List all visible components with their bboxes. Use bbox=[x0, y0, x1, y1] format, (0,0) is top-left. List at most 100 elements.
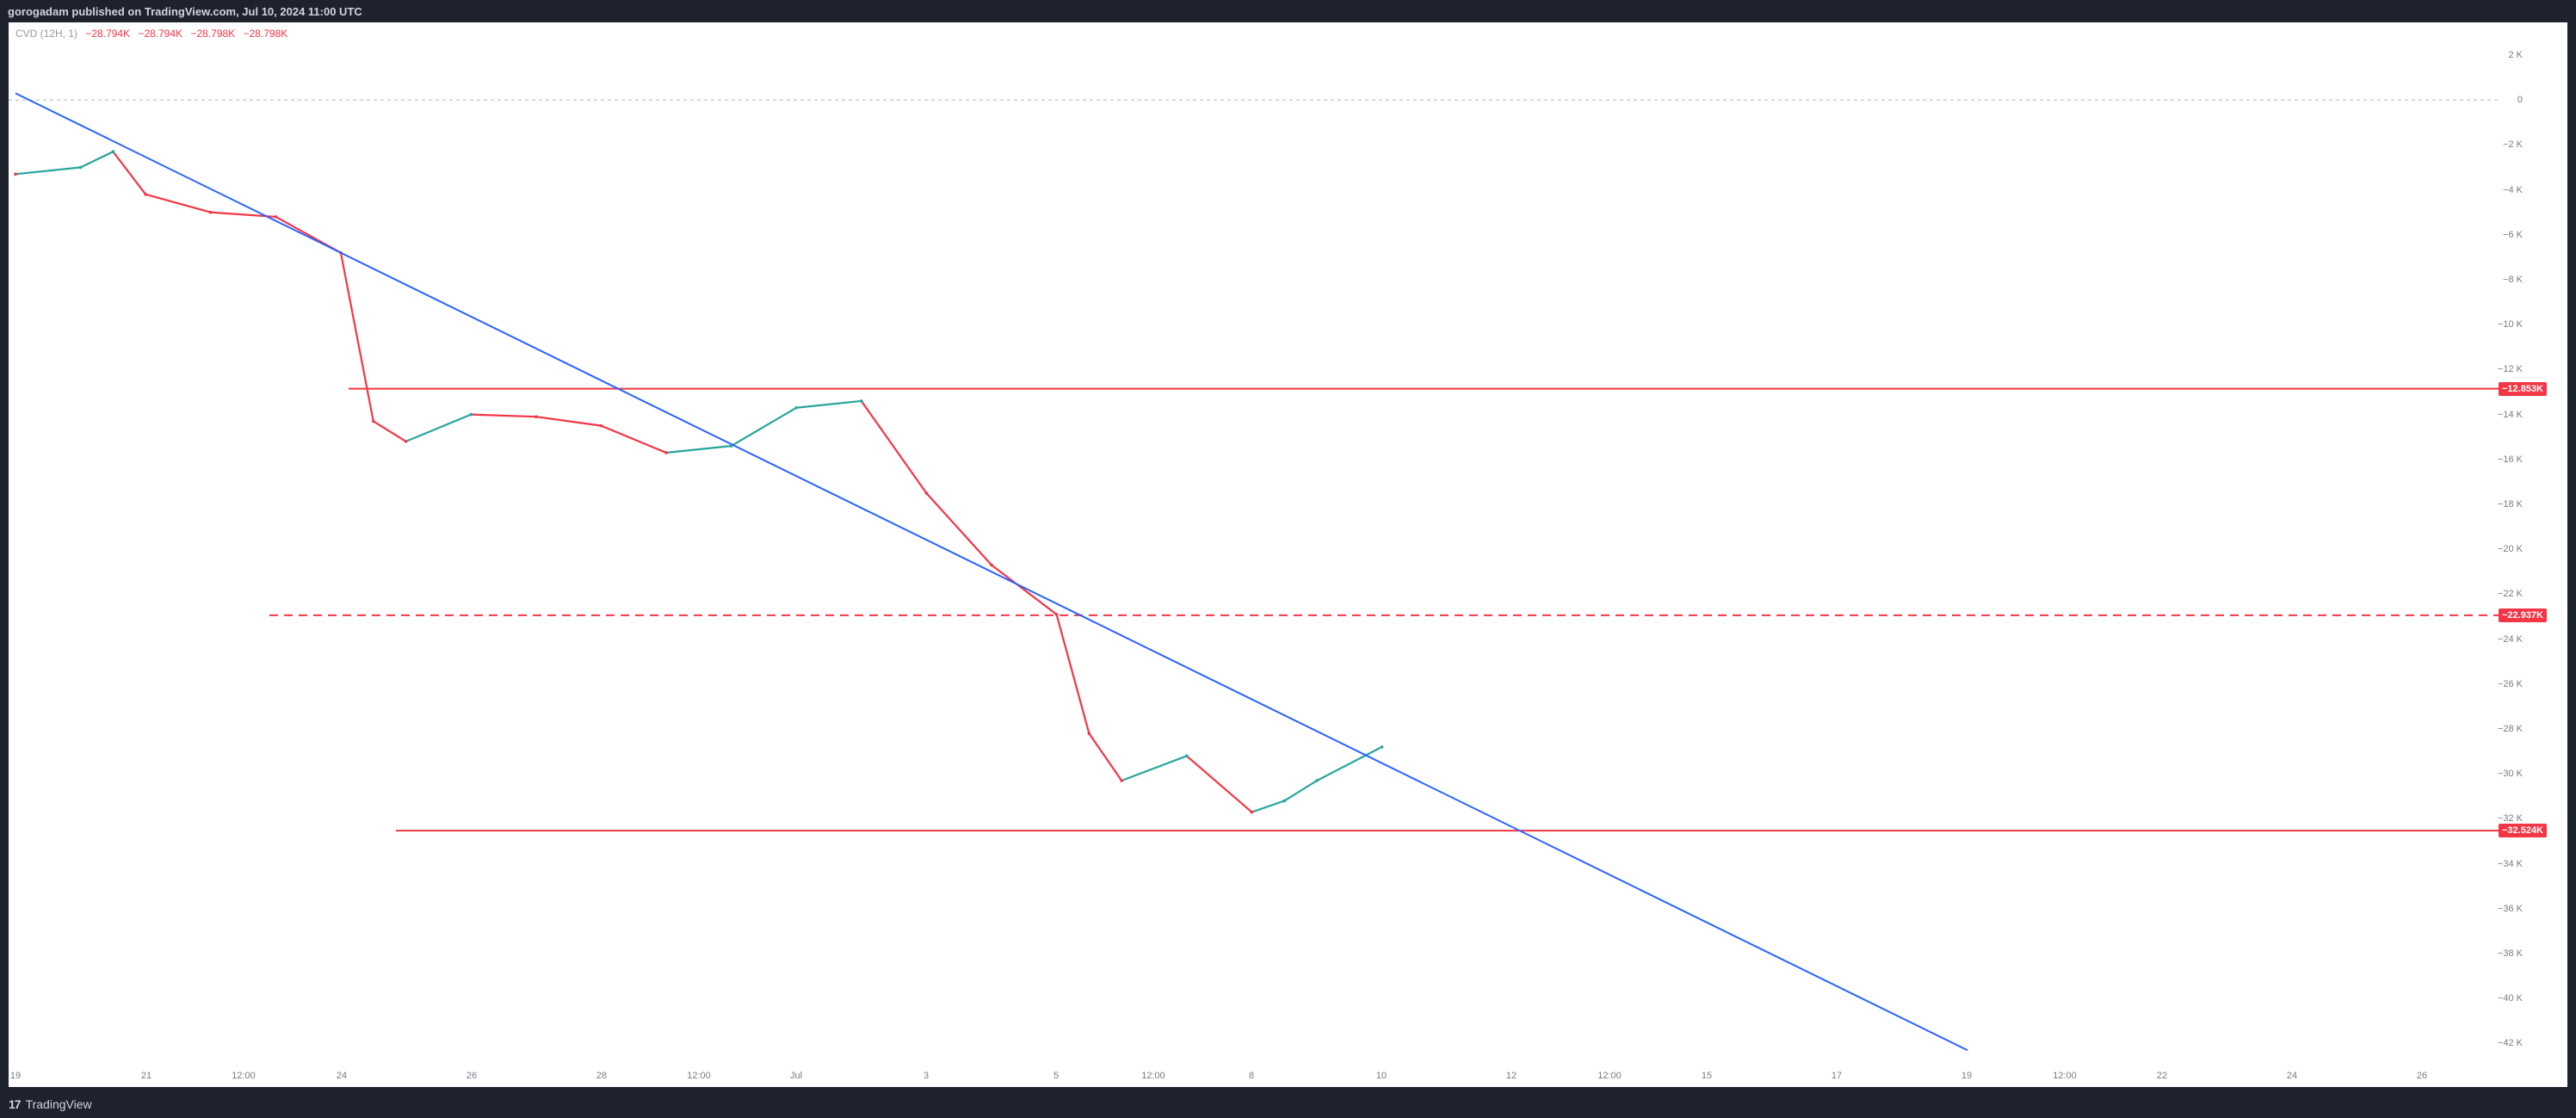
trendline bbox=[15, 92, 1968, 1052]
cvd-point bbox=[1282, 799, 1286, 803]
cvd-segment bbox=[373, 420, 407, 442]
y-tick-label: −38 K bbox=[2497, 948, 2523, 959]
y-tick-label: 2 K bbox=[2508, 50, 2523, 60]
cvd-segment bbox=[145, 193, 212, 213]
cvd-segment bbox=[1316, 745, 1383, 782]
cvd-segment bbox=[15, 166, 81, 176]
cvd-point bbox=[1087, 732, 1091, 736]
x-tick-label: 12:00 bbox=[1141, 1071, 1165, 1081]
cvd-point bbox=[274, 215, 278, 219]
cvd-segment bbox=[405, 413, 472, 442]
cvd-point bbox=[144, 193, 147, 196]
x-tick-label: 26 bbox=[2416, 1071, 2428, 1081]
tv-logo-mark: 17 bbox=[9, 1097, 22, 1111]
y-tick-label: −40 K bbox=[2497, 993, 2523, 1004]
cvd-segment bbox=[796, 399, 862, 409]
cvd-point bbox=[990, 563, 993, 567]
y-tick-label: −10 K bbox=[2497, 319, 2523, 330]
y-tick-label: −24 K bbox=[2497, 633, 2523, 645]
y-tick-label: −28 K bbox=[2497, 724, 2523, 734]
cvd-segment bbox=[1186, 755, 1253, 813]
y-tick-label: −22 K bbox=[2497, 589, 2523, 600]
x-tick-label: 3 bbox=[923, 1071, 930, 1081]
y-tick-label: −30 K bbox=[2497, 769, 2523, 780]
cvd-point bbox=[1120, 779, 1123, 782]
x-tick-label: 12:00 bbox=[687, 1071, 711, 1081]
indicator-name: CVD (12H, 1) bbox=[15, 28, 78, 40]
cvd-segment bbox=[471, 413, 536, 418]
cvd-segment bbox=[80, 151, 114, 169]
chart-panel[interactable]: CVD (12H, 1) −28.794K −28.794K −28.798K … bbox=[9, 22, 2567, 1087]
cvd-segment bbox=[1121, 755, 1188, 782]
legend-value-low: −28.798K bbox=[190, 28, 236, 40]
x-tick-label: 15 bbox=[1701, 1071, 1713, 1081]
cvd-point bbox=[1250, 810, 1254, 814]
cvd-segment bbox=[339, 252, 374, 422]
x-tick-label: 28 bbox=[596, 1071, 608, 1081]
y-tick-label: −32 K bbox=[2497, 813, 2523, 825]
y-tick-label: −4 K bbox=[2503, 184, 2523, 195]
x-tick-label: 12:00 bbox=[1597, 1071, 1622, 1081]
y-tick-label: −2 K bbox=[2503, 139, 2523, 151]
cvd-segment bbox=[1251, 800, 1285, 813]
brand-name: TradingView bbox=[25, 1097, 92, 1111]
y-tick-label: −14 K bbox=[2497, 409, 2523, 420]
cvd-point bbox=[1315, 779, 1319, 782]
y-tick-label: −20 K bbox=[2497, 544, 2523, 555]
cvd-point bbox=[664, 451, 668, 454]
cvd-point bbox=[1054, 613, 1059, 616]
x-tick-label: 12:00 bbox=[2053, 1071, 2077, 1081]
cvd-point bbox=[78, 165, 83, 170]
cvd-point bbox=[404, 440, 408, 443]
y-tick-label: −8 K bbox=[2503, 275, 2523, 285]
y-tick-label: −18 K bbox=[2497, 499, 2523, 510]
cvd-segment bbox=[731, 406, 797, 448]
cvd-segment bbox=[925, 492, 992, 566]
cvd-segment bbox=[1283, 780, 1318, 802]
legend-value-open: −28.794K bbox=[85, 28, 131, 40]
legend-value-high: −28.794K bbox=[138, 28, 183, 40]
x-tick-label: 8 bbox=[1248, 1071, 1255, 1081]
x-tick-label: 19 bbox=[1961, 1071, 1973, 1081]
y-tick-label: −36 K bbox=[2497, 903, 2523, 914]
x-tick-label: 19 bbox=[9, 1071, 22, 1081]
x-tick-label: 21 bbox=[140, 1071, 152, 1081]
cvd-point bbox=[111, 150, 115, 154]
level-lines-group bbox=[269, 387, 2500, 832]
tradingview-logo[interactable]: 17 TradingView bbox=[9, 1097, 92, 1111]
level-price-tag: −12.853K bbox=[2498, 381, 2547, 396]
cvd-point bbox=[372, 419, 375, 423]
cvd-chart[interactable] bbox=[9, 22, 2567, 1087]
cvd-segment bbox=[112, 151, 147, 195]
cvd-point bbox=[924, 491, 929, 495]
trendline-group bbox=[15, 92, 1968, 1052]
cvd-point bbox=[534, 415, 538, 419]
top-bar: gorogadam published on TradingView.com, … bbox=[0, 0, 2576, 22]
y-tick-label: −6 K bbox=[2503, 229, 2523, 240]
cvd-segment bbox=[991, 564, 1058, 615]
cvd-point bbox=[794, 405, 798, 410]
bottom-bar: 17 TradingView bbox=[0, 1087, 2576, 1118]
cvd-point bbox=[469, 412, 473, 417]
cvd-point bbox=[599, 423, 603, 428]
cvd-point bbox=[1380, 745, 1384, 749]
cvd-segment bbox=[665, 445, 732, 454]
x-tick-label: 5 bbox=[1053, 1071, 1059, 1081]
y-tick-label: −42 K bbox=[2497, 1038, 2523, 1049]
level-price-tag: −32.524K bbox=[2498, 824, 2547, 838]
x-tick-label: 12:00 bbox=[232, 1071, 256, 1081]
indicator-legend[interactable]: CVD (12H, 1) −28.794K −28.794K −28.798K … bbox=[15, 28, 293, 40]
x-tick-label: 10 bbox=[1375, 1071, 1387, 1081]
x-tick-label: Jul bbox=[789, 1071, 803, 1081]
y-tick-label: −12 K bbox=[2497, 364, 2523, 375]
cvd-segment bbox=[1088, 732, 1123, 781]
level-price-tag: −22.937K bbox=[2498, 608, 2547, 622]
cvd-segment bbox=[860, 400, 928, 494]
x-tick-label: 12 bbox=[1505, 1071, 1517, 1081]
y-tick-label: −26 K bbox=[2497, 678, 2523, 689]
publish-info: gorogadam published on TradingView.com, … bbox=[8, 5, 362, 18]
cvd-segment bbox=[535, 416, 602, 427]
cvd-segment bbox=[600, 424, 667, 454]
cvd-point bbox=[1185, 754, 1189, 758]
x-tick-label: 24 bbox=[336, 1071, 348, 1081]
